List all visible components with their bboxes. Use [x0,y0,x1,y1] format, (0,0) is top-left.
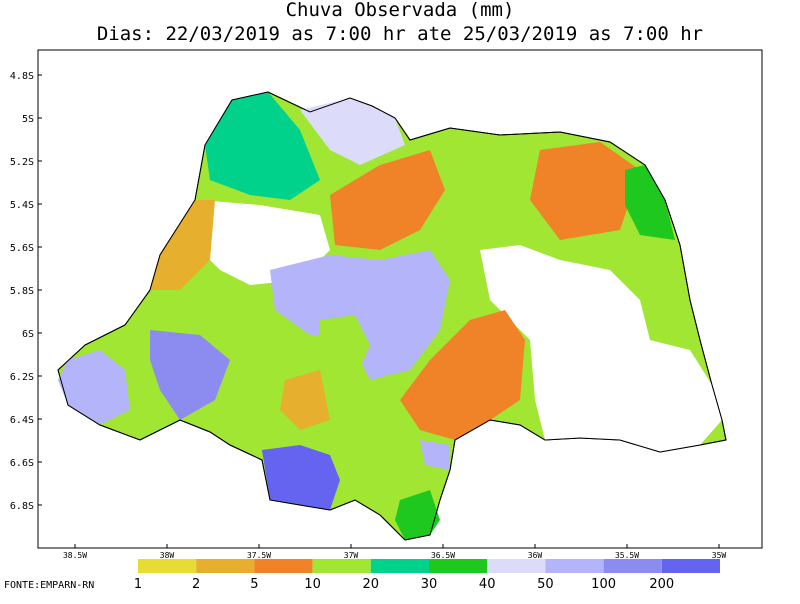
lon-tick-label: 37.5W [247,551,271,560]
lon-tick-label: 36W [528,551,543,560]
lat-tick-label: 4.8S [10,71,34,82]
legend-swatch [429,559,488,573]
legend-swatch [312,559,371,573]
map-subtitle: Dias: 22/03/2019 as 7:00 hr ate 25/03/20… [97,23,703,45]
lat-tick-label: 5S [22,114,34,125]
legend-label: 5 [250,577,258,592]
lat-tick-label: 6S [22,329,34,340]
lon-tick-label: 35.5W [615,551,639,560]
lon-tick-label: 36.5W [431,551,455,560]
lat-tick-label: 6.2S [10,372,34,383]
legend-label: 30 [421,577,438,592]
legend-label: 20 [363,577,380,592]
lon-tick-label: 38W [160,551,175,560]
legend-label: 50 [537,577,554,592]
lat-tick-label: 5.8S [10,286,34,297]
lon-tick-label: 35W [712,551,727,560]
legend-swatch [603,559,662,573]
legend-swatch [370,559,429,573]
legend-label: 10 [304,577,321,592]
lat-tick-label: 5.4S [10,200,34,211]
legend-label: 200 [649,577,674,592]
map-title: Chuva Observada (mm) [286,0,515,21]
legend-swatch [661,559,720,573]
legend-label: 40 [479,577,496,592]
legend-swatch [138,559,197,573]
legend-label: 100 [591,577,616,592]
legend: 1 2 5 10 20 30 40 50 100 200 [134,559,720,592]
lon-tick-label: 37W [344,551,359,560]
lat-tick-label: 5.6S [10,243,34,254]
lat-tick-label: 6.6S [10,458,34,469]
legend-label: 2 [192,577,200,592]
lon-tick-label: 38.5W [63,551,87,560]
legend-swatch [196,559,255,573]
legend-swatch [487,559,546,573]
legend-label: 1 [134,577,142,592]
lat-tick-label: 6.8S [10,501,34,512]
source-label: FONTE:EMPARN-RN [4,580,94,591]
state-map [57,91,727,541]
lat-tick-label: 5.2S [10,157,34,168]
legend-swatch [545,559,604,573]
legend-swatch [254,559,313,573]
lat-tick-label: 6.4S [10,415,34,426]
